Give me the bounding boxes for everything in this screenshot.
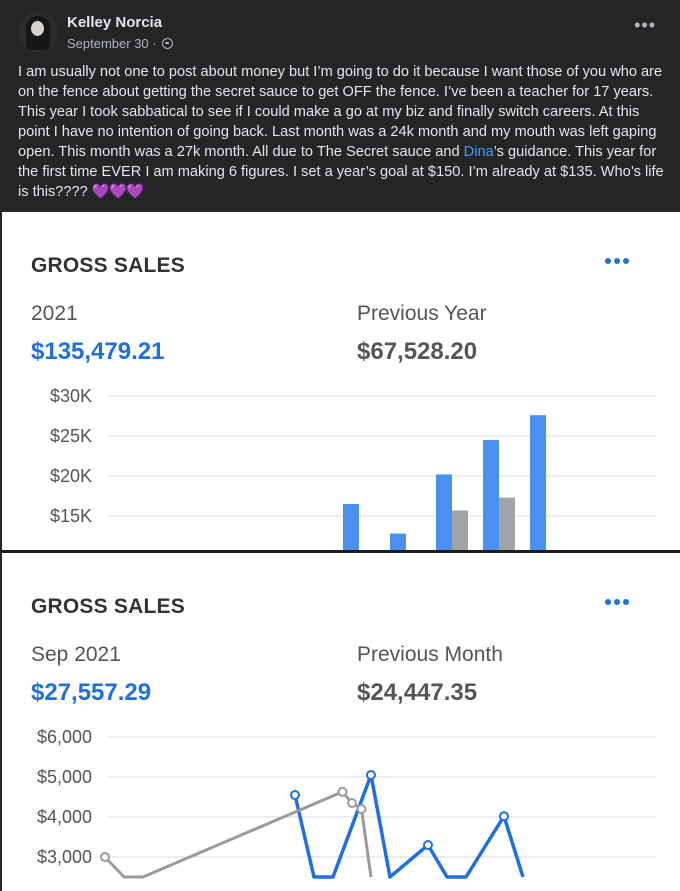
point-previous-month[interactable] xyxy=(337,786,348,797)
previous-period-label: Previous Year xyxy=(357,302,487,325)
current-period-label: 2021 xyxy=(31,302,78,325)
purple-heart-emoji: 💜💜💜 xyxy=(91,184,145,200)
y-tick-label: $15K xyxy=(50,506,92,526)
more-options-icon[interactable] xyxy=(605,599,629,605)
point-previous-month[interactable] xyxy=(347,798,357,808)
line-previous-month xyxy=(103,790,373,879)
point-previous-month[interactable] xyxy=(100,852,110,862)
gross-sales-yearly-card: GROSS SALES 2021 Previous Year $135,479.… xyxy=(2,212,680,550)
more-horizontal-icon[interactable]: ••• xyxy=(634,15,656,35)
point-current-month[interactable] xyxy=(290,790,300,800)
more-options-icon[interactable] xyxy=(605,258,629,264)
bar-previous-year[interactable] xyxy=(499,497,515,550)
previous-period-label: Previous Month xyxy=(357,643,503,666)
point-previous-month[interactable] xyxy=(356,804,367,814)
post-text: I am usually not one to post about money… xyxy=(18,62,664,202)
current-period-value: $27,557.29 xyxy=(31,679,152,706)
yearly-bar-chart: $30K $25K $20K $15K xyxy=(50,386,656,550)
y-tick-label: $30K xyxy=(50,386,92,406)
post-text-part1: I am usually not one to post about money… xyxy=(18,64,663,160)
post-text-part2: ’s guidance. This year for the first tim… xyxy=(18,144,664,200)
author-name[interactable]: Kelley Norcia xyxy=(67,14,163,31)
bar-current-year[interactable] xyxy=(390,533,406,550)
point-current-month[interactable] xyxy=(423,840,433,850)
bar-previous-year[interactable] xyxy=(452,510,468,550)
y-tick-label: $25K xyxy=(50,426,92,446)
card-title: GROSS SALES xyxy=(31,595,185,618)
image-separator xyxy=(0,550,680,553)
monthly-line-chart: $6,000 $5,000 $4,000 $3,000 xyxy=(37,727,656,879)
globe-icon xyxy=(161,38,173,49)
post-meta: September 30 · xyxy=(67,36,173,51)
y-tick-label: $20K xyxy=(50,466,92,486)
current-period-label: Sep 2021 xyxy=(31,643,121,666)
y-tick-label: $5,000 xyxy=(37,767,92,787)
post-date[interactable]: September 30 · xyxy=(67,36,157,51)
gross-sales-monthly-card: GROSS SALES Sep 2021 Previous Month $27,… xyxy=(2,553,680,891)
line-current-month xyxy=(293,773,525,879)
mention-link[interactable]: Dina xyxy=(463,144,494,160)
previous-period-value: $24,447.35 xyxy=(357,679,478,706)
card-title: GROSS SALES xyxy=(31,254,185,277)
current-period-value: $135,479.21 xyxy=(31,338,165,365)
bar-current-year[interactable] xyxy=(436,474,452,550)
point-current-month[interactable] xyxy=(499,811,509,822)
y-tick-label: $3,000 xyxy=(37,847,92,867)
avatar[interactable] xyxy=(18,12,58,52)
point-current-month[interactable] xyxy=(366,770,376,780)
previous-period-value: $67,528.20 xyxy=(357,338,478,365)
avatar-face xyxy=(31,21,44,36)
y-tick-label: $4,000 xyxy=(37,807,92,827)
y-tick-label: $6,000 xyxy=(37,727,92,747)
bar-current-year[interactable] xyxy=(343,504,359,550)
bar-current-year[interactable] xyxy=(483,440,499,550)
bar-current-year[interactable] xyxy=(530,415,546,550)
facebook-post: Kelley Norcia September 30 · ••• I am us… xyxy=(0,0,680,212)
